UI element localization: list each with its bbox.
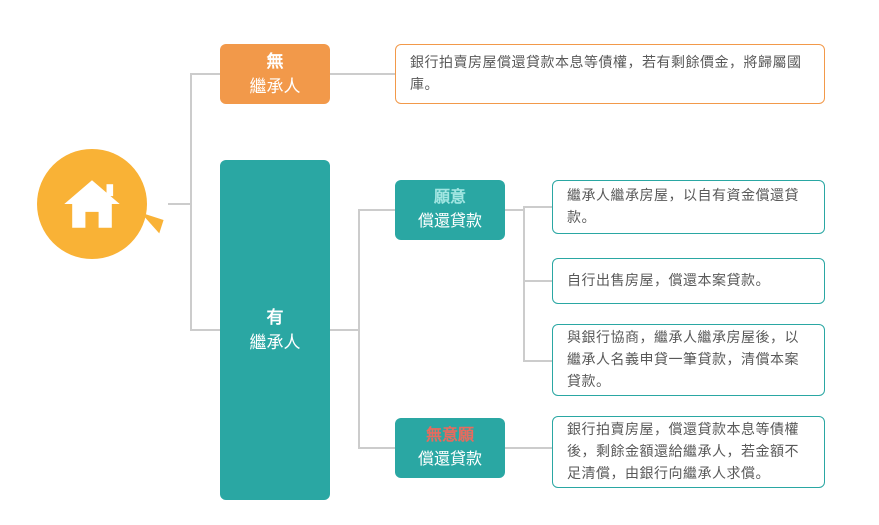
- house-icon: [59, 171, 125, 237]
- connector: [358, 209, 360, 449]
- connector: [523, 360, 552, 362]
- node-unwilling: 無意願 償還貸款: [395, 418, 505, 478]
- speech-tail: [136, 213, 163, 234]
- outcome-willing-3: 與銀行協商，繼承人繼承房屋後，以繼承人名義申貸一筆貸款，清償本案貸款。: [552, 324, 825, 396]
- node-title: 願意: [434, 186, 466, 210]
- connector: [505, 447, 552, 449]
- node-title: 有: [267, 305, 284, 331]
- node-subtitle: 償還貸款: [418, 448, 482, 472]
- connector: [358, 209, 395, 211]
- outcome-text: 銀行拍賣房屋，償還貸款本息等債權後，剩餘金額還給繼承人，若金額不足清償，由銀行向…: [567, 419, 810, 484]
- node-has-heir: 有 繼承人: [220, 160, 330, 500]
- connector: [523, 280, 552, 282]
- connector: [523, 206, 525, 362]
- outcome-text: 繼承人繼承房屋，以自有資金償還貸款。: [567, 185, 810, 228]
- outcome-unwilling: 銀行拍賣房屋，償還貸款本息等債權後，剩餘金額還給繼承人，若金額不足清償，由銀行向…: [552, 416, 825, 488]
- node-no-heir: 無 繼承人: [220, 44, 330, 104]
- connector: [358, 447, 395, 449]
- outcome-text: 自行出售房屋，償還本案貸款。: [567, 270, 770, 292]
- connector: [330, 73, 395, 75]
- connector: [190, 73, 220, 75]
- node-willing: 願意 償還貸款: [395, 180, 505, 240]
- connector: [505, 209, 525, 211]
- node-title: 無意願: [426, 424, 474, 448]
- connector: [190, 73, 192, 331]
- node-subtitle: 繼承人: [250, 74, 301, 100]
- connector: [523, 206, 552, 208]
- connector: [190, 329, 220, 331]
- node-subtitle: 償還貸款: [418, 210, 482, 234]
- root-house-icon: [37, 149, 147, 259]
- outcome-no-heir: 銀行拍賣房屋償還貸款本息等債權，若有剩餘價金，將歸屬國庫。: [395, 44, 825, 104]
- outcome-willing-2: 自行出售房屋，償還本案貸款。: [552, 258, 825, 304]
- outcome-text: 銀行拍賣房屋償還貸款本息等債權，若有剩餘價金，將歸屬國庫。: [410, 52, 810, 95]
- connector: [330, 329, 360, 331]
- connector: [168, 203, 192, 205]
- node-subtitle: 繼承人: [250, 330, 301, 356]
- outcome-text: 與銀行協商，繼承人繼承房屋後，以繼承人名義申貸一筆貸款，清償本案貸款。: [567, 327, 810, 392]
- outcome-willing-1: 繼承人繼承房屋，以自有資金償還貸款。: [552, 180, 825, 234]
- node-title: 無: [267, 49, 284, 75]
